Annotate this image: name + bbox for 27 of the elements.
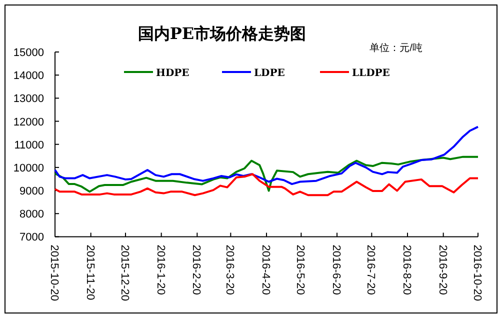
legend-label: HDPE xyxy=(156,68,190,79)
y-tick-label: 15000 xyxy=(13,47,44,59)
x-tick-label: 2016-1-20 xyxy=(154,244,166,295)
y-tick-label: 10000 xyxy=(13,162,44,174)
x-tick-label: 2016-5-20 xyxy=(294,244,306,295)
x-tick-label: 2016-8-20 xyxy=(400,244,412,295)
title: 国内PE市场价格走势图 xyxy=(138,24,306,43)
legend-label: LLDPE xyxy=(352,68,390,79)
x-tick-label: 2015-10-20 xyxy=(48,244,60,301)
x-tick-label: 2016-3-20 xyxy=(224,244,236,295)
x-tick-label: 2015-12-20 xyxy=(118,244,130,301)
annotation: 单位：元/吨 xyxy=(370,43,422,54)
y-tick-label: 13000 xyxy=(13,93,44,106)
y-tick-label: 8000 xyxy=(20,208,44,221)
y-tick-label: 14000 xyxy=(13,70,44,82)
x-tick-label: 2016-6-20 xyxy=(330,244,342,295)
y-tick-label: 9000 xyxy=(20,186,44,198)
y-tick-label: 12000 xyxy=(13,116,44,128)
x-tick-label: 2016-10-20 xyxy=(471,244,483,301)
x-tick-label: 2016-7-20 xyxy=(364,244,377,295)
x-tick-label: 2015-11-20 xyxy=(84,244,96,300)
y-tick-label: 11000 xyxy=(14,139,44,152)
x-tick-label: 2016-9-20 xyxy=(436,244,448,295)
legend-label: LDPE xyxy=(254,68,286,79)
x-tick-label: 2016-2-20 xyxy=(190,244,202,295)
y-tick-label: 7000 xyxy=(20,232,44,244)
x-tick-label: 2016-4-20 xyxy=(260,244,272,295)
